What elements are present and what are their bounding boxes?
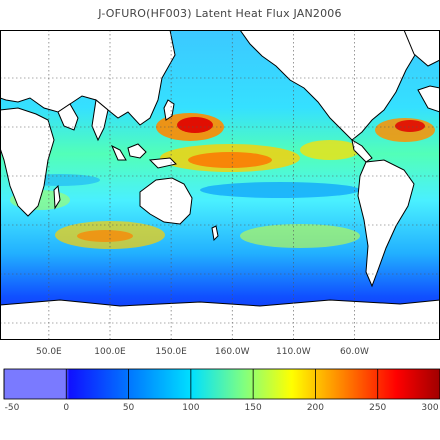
colorbar-label: 50 bbox=[122, 403, 135, 413]
map-title: J-OFURO(HF003) Latent Heat Flux JAN2006 bbox=[98, 7, 342, 20]
longitude-label: 50.0E bbox=[36, 347, 62, 357]
longitude-label: 110.0W bbox=[275, 347, 311, 357]
colorbar-ticks bbox=[3, 369, 440, 399]
india bbox=[91, 99, 109, 142]
land-masses bbox=[0, 30, 440, 340]
colorbar-label: 200 bbox=[306, 403, 325, 413]
longitude-label: 160.0W bbox=[214, 347, 250, 357]
colorbar-label: 0 bbox=[63, 403, 70, 413]
central-america bbox=[351, 138, 373, 163]
south-america bbox=[357, 159, 415, 288]
new-zealand bbox=[211, 225, 219, 242]
colorbar-label: 300 bbox=[421, 403, 439, 413]
antarctica bbox=[0, 299, 440, 340]
arabia bbox=[57, 103, 79, 131]
longitude-label: 60.0W bbox=[339, 347, 369, 357]
africa bbox=[0, 107, 55, 217]
longitude-label: 150.0E bbox=[155, 347, 187, 357]
colorbar-label: 250 bbox=[369, 403, 387, 413]
map-grid bbox=[0, 30, 440, 340]
colorbar-label: -50 bbox=[4, 403, 20, 413]
colorbar-label: 150 bbox=[244, 403, 262, 413]
colorbar bbox=[3, 368, 440, 400]
sumatra bbox=[111, 144, 127, 161]
colorbar-label: 100 bbox=[182, 403, 200, 413]
map-area bbox=[0, 30, 440, 340]
madagascar bbox=[53, 184, 61, 210]
longitude-label: 100.0E bbox=[94, 347, 126, 357]
new-guinea bbox=[148, 157, 177, 169]
north-america bbox=[239, 30, 421, 141]
borneo bbox=[127, 143, 147, 159]
greenland bbox=[403, 30, 440, 67]
australia bbox=[139, 177, 193, 225]
japan bbox=[163, 99, 175, 121]
europe-west bbox=[417, 85, 440, 113]
